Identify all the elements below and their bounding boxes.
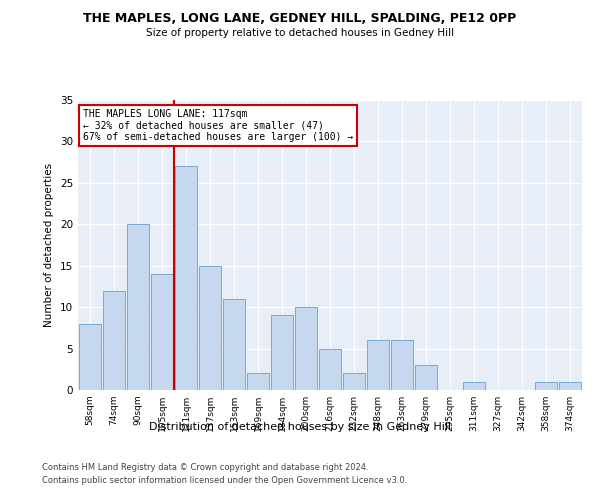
Bar [559, 382, 581, 390]
Bar [199, 266, 221, 390]
Bar [415, 365, 437, 390]
Bar [319, 348, 341, 390]
Bar [127, 224, 149, 390]
Text: Size of property relative to detached houses in Gedney Hill: Size of property relative to detached ho… [146, 28, 454, 38]
Bar [223, 299, 245, 390]
Bar [343, 374, 365, 390]
Bar [535, 382, 557, 390]
Bar [151, 274, 173, 390]
Bar [103, 290, 125, 390]
Text: Distribution of detached houses by size in Gedney Hill: Distribution of detached houses by size … [149, 422, 451, 432]
Text: THE MAPLES LONG LANE: 117sqm
← 32% of detached houses are smaller (47)
67% of se: THE MAPLES LONG LANE: 117sqm ← 32% of de… [83, 108, 353, 142]
Bar [175, 166, 197, 390]
Bar [463, 382, 485, 390]
Bar [271, 316, 293, 390]
Bar [247, 374, 269, 390]
Bar [367, 340, 389, 390]
Bar [391, 340, 413, 390]
Text: THE MAPLES, LONG LANE, GEDNEY HILL, SPALDING, PE12 0PP: THE MAPLES, LONG LANE, GEDNEY HILL, SPAL… [83, 12, 517, 26]
Text: Contains HM Land Registry data © Crown copyright and database right 2024.: Contains HM Land Registry data © Crown c… [42, 464, 368, 472]
Bar [295, 307, 317, 390]
Text: Contains public sector information licensed under the Open Government Licence v3: Contains public sector information licen… [42, 476, 407, 485]
Bar [79, 324, 101, 390]
Y-axis label: Number of detached properties: Number of detached properties [44, 163, 55, 327]
